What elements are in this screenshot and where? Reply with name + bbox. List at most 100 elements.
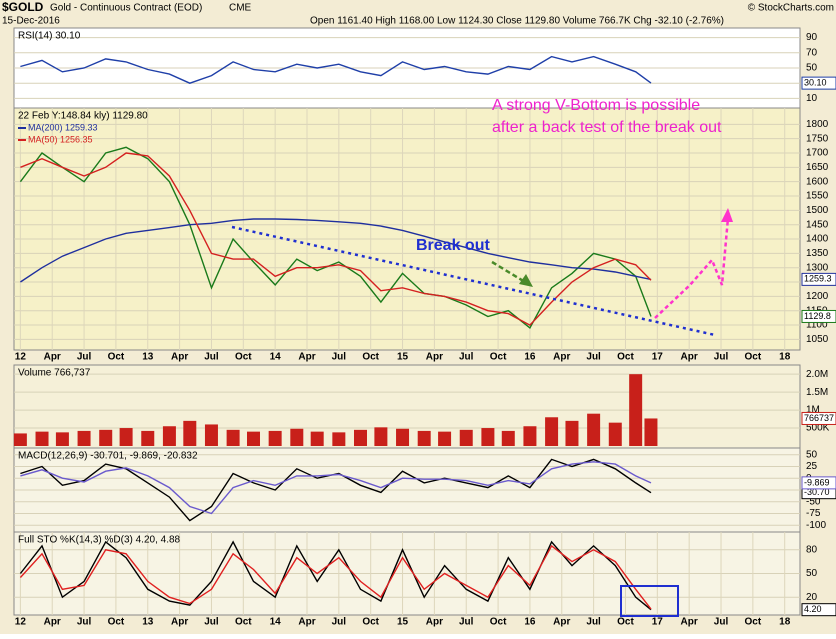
- x-tick-label: Jul: [332, 617, 347, 628]
- y-tick-label: 1050: [806, 334, 829, 345]
- panel-title: Volume 766,737: [18, 368, 91, 379]
- exchange: CME: [229, 3, 252, 14]
- bar: [268, 430, 282, 446]
- x-tick-label: Jul: [714, 617, 729, 628]
- y-tick-label: 1700: [806, 148, 829, 159]
- x-tick-label: 15: [397, 617, 409, 628]
- end-label: -30.70: [804, 487, 830, 497]
- bar: [226, 429, 240, 446]
- x-tick-label: Oct: [617, 617, 634, 628]
- end-label-box: [801, 272, 836, 286]
- bar: [438, 431, 452, 446]
- series-line: [19, 146, 652, 329]
- x-tick-label: Jul: [77, 617, 92, 628]
- bar: [119, 428, 133, 446]
- x-tick-label: Apr: [681, 352, 698, 363]
- x-tick-label: Jul: [586, 617, 601, 628]
- x-tick-label: Apr: [298, 352, 315, 363]
- y-tick-label: 500K: [806, 423, 830, 434]
- projection-arrow: [721, 208, 733, 222]
- bar: [629, 374, 643, 446]
- y-tick-label: -100: [806, 520, 826, 531]
- series-line: [20, 218, 652, 283]
- end-label: 30.10: [804, 77, 827, 87]
- y-tick-label: 1750: [806, 133, 829, 144]
- x-tick-label: Jul: [714, 352, 729, 363]
- y-tick-label: 1800: [806, 119, 829, 130]
- x-tick-label: Jul: [77, 352, 92, 363]
- y-tick-label: 1350: [806, 248, 829, 259]
- trend-line: [231, 225, 716, 337]
- bar: [183, 420, 197, 446]
- x-tick-label: 16: [524, 352, 536, 363]
- bar: [204, 424, 218, 446]
- x-tick-label: Oct: [617, 352, 634, 363]
- x-tick-label: 17: [652, 352, 664, 363]
- x-tick-label: Oct: [108, 352, 125, 363]
- x-tick-label: 18: [779, 617, 791, 628]
- bar: [501, 430, 515, 446]
- bar: [523, 426, 537, 446]
- y-tick-label: 50: [806, 449, 818, 460]
- break-out-arrowhead: [519, 274, 533, 287]
- highlight-box: [620, 585, 679, 617]
- end-label: 1259.3: [804, 274, 832, 284]
- x-tick-label: Oct: [362, 617, 379, 628]
- x-tick-label: 14: [270, 617, 282, 628]
- x-tick-label: Apr: [298, 617, 315, 628]
- x-tick-label: 14: [270, 352, 282, 363]
- credit: © StockCharts.com: [748, 3, 834, 14]
- y-tick-label: 1200: [806, 291, 829, 302]
- y-tick-label: 80: [806, 544, 818, 555]
- y-tick-label: 1550: [806, 191, 829, 202]
- bar: [310, 431, 324, 446]
- y-tick-label: 1650: [806, 162, 829, 173]
- y-tick-label: 1.5M: [806, 387, 828, 398]
- end-label-box: [801, 411, 836, 425]
- series-line: [19, 540, 652, 611]
- symbol: $GOLD: [2, 0, 44, 14]
- x-tick-label: Oct: [108, 617, 125, 628]
- end-label: 1129.8: [804, 311, 831, 321]
- x-tick-label: Apr: [426, 352, 443, 363]
- y-tick-label: -50: [806, 496, 821, 507]
- x-tick-label: Jul: [204, 617, 219, 628]
- panel-title: Full STO %K(14,3) %D(3) 4.20, 4.88: [18, 535, 181, 546]
- x-tick-label: Jul: [204, 352, 219, 363]
- bar: [99, 429, 113, 446]
- y-tick-label: 70: [806, 47, 818, 58]
- x-tick-label: 18: [779, 352, 791, 363]
- x-tick-label: Jul: [459, 617, 474, 628]
- x-tick-label: Apr: [44, 352, 61, 363]
- x-tick-label: Apr: [426, 617, 443, 628]
- x-tick-label: Oct: [490, 617, 507, 628]
- y-tick-label: 1300: [806, 262, 829, 273]
- end-label: -9.869: [804, 477, 830, 487]
- y-tick-label: 50: [806, 568, 818, 579]
- y-tick-label: 1100: [806, 320, 828, 331]
- note: A strong V-Bottom is possible: [492, 97, 700, 114]
- y-tick-label: 1500: [806, 205, 829, 216]
- bar: [162, 426, 176, 446]
- series-line: [20, 461, 652, 515]
- x-tick-label: Jul: [586, 352, 601, 363]
- y-tick-label: 20: [806, 592, 818, 603]
- end-label: 4.20: [804, 604, 822, 614]
- y-tick-label: 1400: [806, 234, 829, 245]
- series-line: [19, 544, 652, 610]
- legend-label: MA(50) 1256.35: [28, 134, 93, 144]
- x-tick-label: Oct: [235, 352, 252, 363]
- x-tick-label: Oct: [745, 352, 762, 363]
- break-out-label: Break out: [416, 237, 490, 254]
- bar: [644, 418, 658, 446]
- y-tick-label: 1M: [806, 405, 820, 416]
- y-tick-label: -75: [806, 508, 821, 519]
- y-tick-label: 2.0M: [806, 369, 828, 380]
- y-tick-label: 90: [806, 32, 818, 43]
- bar: [35, 431, 49, 446]
- bar: [354, 429, 367, 446]
- end-label-box: [801, 76, 836, 90]
- bar: [141, 430, 155, 446]
- bar: [396, 428, 410, 446]
- date: 15-Dec-2016: [2, 16, 60, 27]
